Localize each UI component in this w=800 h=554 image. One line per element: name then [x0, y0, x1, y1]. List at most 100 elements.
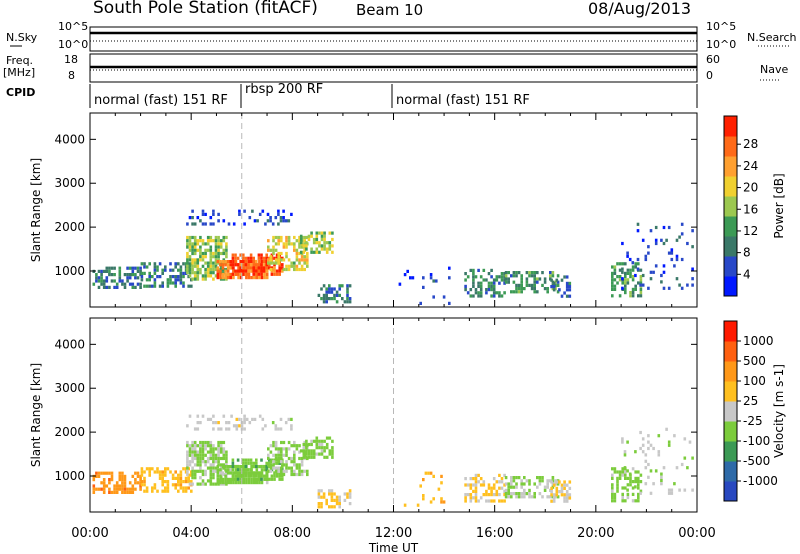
- data-cell: [533, 277, 536, 281]
- data-cell: [530, 283, 534, 287]
- data-cell: [528, 283, 531, 287]
- data-cell: [287, 447, 291, 451]
- data-cell: [660, 478, 663, 483]
- data-cell: [166, 483, 170, 487]
- data-cell: [626, 281, 630, 285]
- data-cell: [196, 258, 200, 262]
- data-cell: [305, 442, 308, 447]
- data-cell: [558, 288, 561, 292]
- data-cell: [299, 234, 303, 238]
- data-cell: [555, 490, 559, 494]
- data-cell: [525, 492, 529, 496]
- data-cell: [641, 437, 645, 441]
- data-cell: [346, 495, 349, 499]
- data-cell: [95, 474, 98, 478]
- data-cell: [110, 279, 114, 283]
- data-cell: [134, 276, 137, 280]
- data-cell: [177, 275, 180, 279]
- data-cell: [253, 219, 257, 223]
- data-cell: [100, 487, 103, 491]
- data-cell: [252, 263, 255, 267]
- data-cell: [171, 268, 175, 272]
- data-cell: [631, 492, 635, 496]
- data-cell: [277, 466, 280, 470]
- data-cell: [546, 495, 549, 499]
- data-cell: [95, 279, 98, 283]
- data-cell: [188, 235, 192, 240]
- data-cell: [277, 447, 280, 451]
- data-cell: [274, 242, 278, 246]
- data-cell: [265, 272, 269, 276]
- data-cell: [236, 471, 240, 475]
- data-cell: [322, 495, 326, 499]
- data-cell: [206, 460, 210, 464]
- data-cell: [217, 212, 220, 216]
- data-cell: [346, 293, 349, 297]
- data-cell: [515, 290, 518, 294]
- data-cell: [613, 265, 617, 269]
- data-cell: [634, 265, 637, 269]
- data-cell: [214, 421, 218, 425]
- data-cell: [629, 271, 632, 275]
- data-cell: [131, 282, 135, 286]
- data-cell: [262, 474, 266, 478]
- data-cell: [551, 274, 555, 278]
- data-cell: [118, 484, 122, 488]
- data-cell: [616, 489, 619, 493]
- data-cell: [188, 414, 192, 418]
- data-cell: [639, 278, 643, 282]
- data-cell: [196, 463, 200, 467]
- data-cell: [204, 482, 207, 486]
- data-cell: [161, 268, 164, 272]
- data-cell: [626, 488, 629, 492]
- data-cell: [140, 271, 144, 275]
- data-cell: [148, 271, 151, 275]
- data-cell: [249, 458, 253, 462]
- data-cell: [247, 269, 251, 273]
- data-cell: [641, 273, 645, 278]
- data-cell: [546, 482, 549, 486]
- data-cell: [222, 453, 226, 457]
- data-cell: [274, 469, 278, 473]
- data-cell: [110, 266, 114, 270]
- data-cell: [464, 278, 467, 282]
- data-cell: [140, 275, 144, 279]
- data-cell: [637, 294, 640, 298]
- colorbar-tick-label: 4: [743, 267, 751, 281]
- data-cell: [263, 468, 266, 472]
- data-cell: [555, 493, 559, 497]
- data-cell: [174, 262, 177, 266]
- data-cell: [191, 472, 194, 477]
- data-cell: [490, 493, 493, 497]
- colorbar-tick-label: -25: [743, 414, 763, 428]
- data-cell: [140, 473, 144, 477]
- data-cell: [277, 235, 280, 240]
- data-cell: [654, 238, 658, 242]
- data-cell: [212, 222, 215, 226]
- data-cell: [110, 490, 114, 494]
- data-cell: [229, 272, 233, 276]
- data-cell: [179, 483, 183, 487]
- data-cell: [641, 450, 645, 454]
- data-cell: [217, 245, 220, 249]
- data-cell: [134, 471, 137, 475]
- data-cell: [660, 475, 663, 479]
- data-cell: [244, 256, 248, 260]
- data-cell: [662, 241, 666, 246]
- data-cell: [636, 229, 640, 233]
- data-cell: [466, 275, 470, 279]
- data-cell: [265, 276, 269, 280]
- data-cell: [250, 477, 253, 481]
- data-cell: [260, 269, 263, 273]
- data-cell: [477, 294, 480, 298]
- data-cell: [280, 456, 283, 461]
- data-cell: [222, 456, 226, 461]
- data-cell: [686, 241, 689, 246]
- data-cell: [512, 485, 516, 489]
- data-cell: [221, 465, 225, 469]
- data-cell: [214, 274, 218, 278]
- data-cell: [568, 480, 572, 484]
- data-cell: [196, 414, 200, 418]
- data-cell: [303, 255, 306, 259]
- data-cell: [161, 281, 164, 285]
